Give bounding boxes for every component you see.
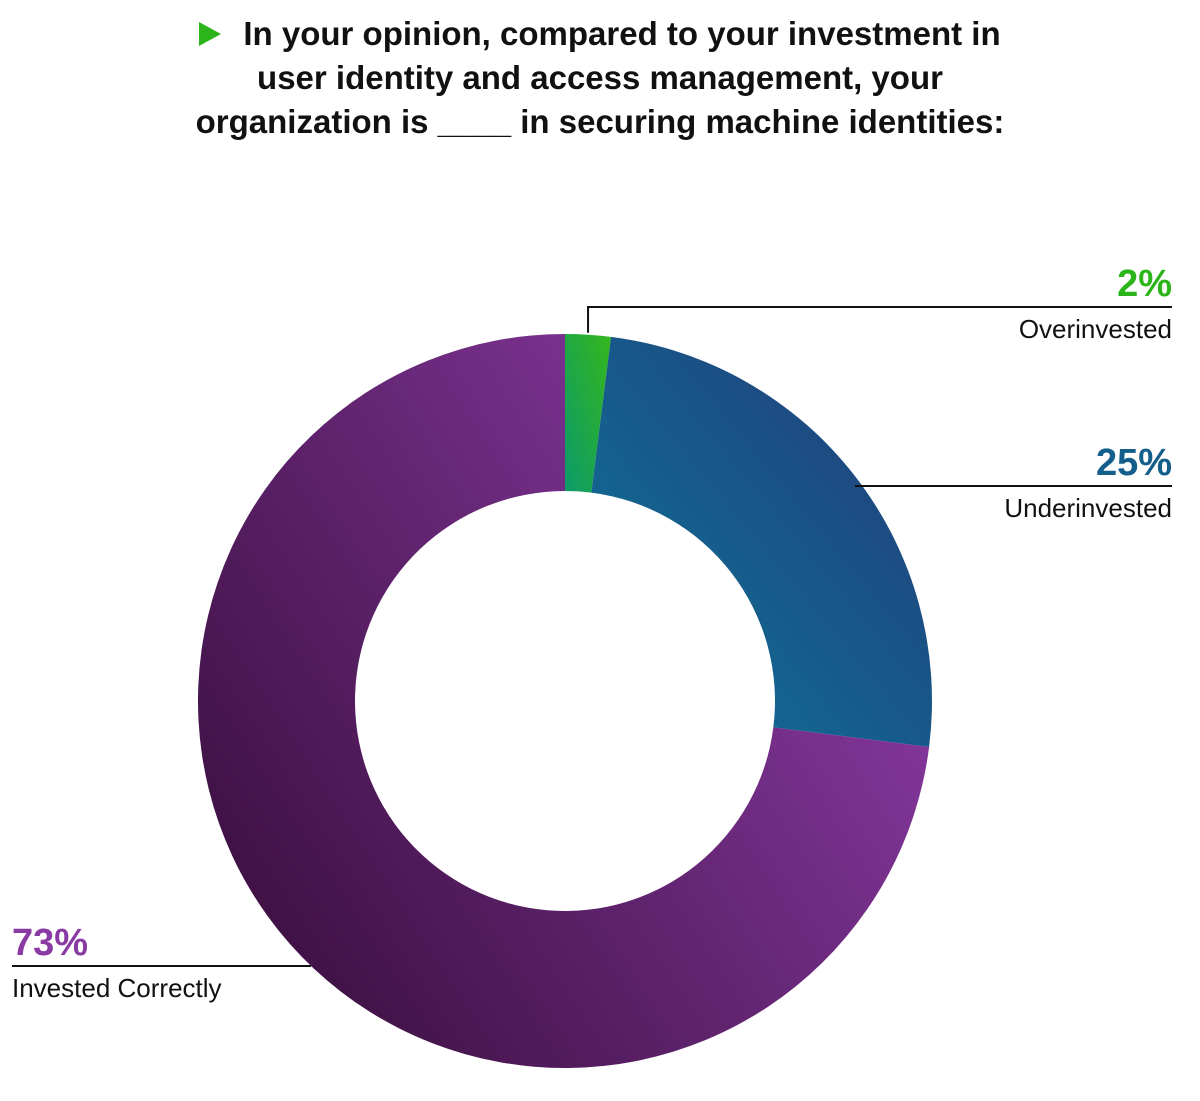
value-label-invested-correctly: 73% [12,922,88,964]
category-label-invested-correctly: Invested Correctly [12,973,222,1003]
category-label-underinvested: Underinvested [1004,493,1172,523]
title-line-3: organization is ____ in securing machine… [195,103,1005,140]
category-label-overinvested: Overinvested [1019,314,1172,344]
value-label-underinvested: 25% [1096,442,1172,484]
title-line-1-text: In your opinion, compared to your invest… [243,15,1001,52]
play-triangle-icon [199,22,222,46]
slice-invested-correctly [197,334,930,1068]
slice-underinvested [591,336,932,747]
chart-title: In your opinion, compared to your invest… [0,12,1200,144]
leader-line-overinvested [587,306,1172,333]
leader-lines [12,306,1172,967]
title-line-2: user identity and access management, you… [257,59,943,96]
donut-slices [197,334,932,1068]
slice-overinvested [565,334,611,493]
value-label-overinvested: 2% [1117,263,1172,305]
title-line-1: In your opinion, compared to your invest… [0,12,1200,56]
slice-labels: 2% Overinvested 25% Underinvested 73% Investe… [12,263,1172,1003]
